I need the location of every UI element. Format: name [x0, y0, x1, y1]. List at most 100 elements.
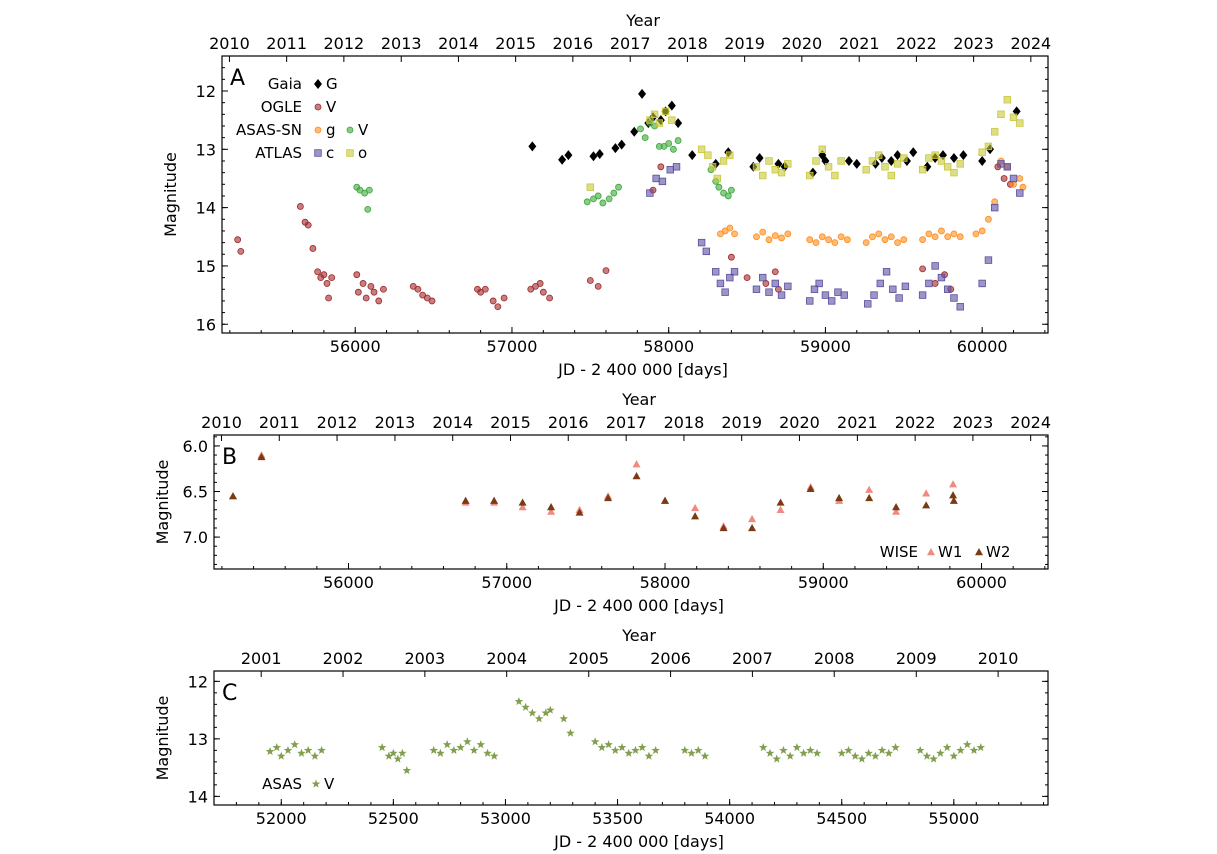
y-tick-label: 14 — [188, 787, 208, 806]
data-point — [895, 294, 903, 302]
year-tick-label: 2012 — [324, 34, 365, 53]
data-point — [852, 158, 861, 169]
data-point — [314, 268, 322, 276]
data-point — [599, 199, 607, 207]
data-point — [828, 297, 836, 305]
x-axis-label: JD - 2 400 000 [days] — [553, 832, 724, 851]
data-point — [375, 297, 383, 305]
year-tick-label: 2013 — [375, 413, 416, 432]
data-point — [586, 183, 595, 191]
data-point — [637, 125, 644, 133]
data-point — [666, 166, 674, 174]
data-point — [604, 493, 613, 502]
data-point — [546, 705, 555, 714]
data-point — [776, 505, 785, 513]
data-point — [367, 282, 375, 290]
y-tick-label: 6.0 — [183, 437, 208, 456]
data-point — [489, 297, 497, 305]
data-point — [594, 192, 602, 200]
data-point — [918, 166, 927, 174]
data-point — [303, 745, 313, 755]
legend-entry-label: W2 — [986, 543, 1010, 561]
year-tick-label: 2021 — [839, 34, 880, 53]
data-point — [724, 192, 732, 200]
legend: WISE W1 W2 — [880, 543, 1011, 561]
data-point — [518, 503, 527, 511]
year-tick-label: 2020 — [781, 34, 822, 53]
x-tick-label: 52500 — [368, 809, 419, 828]
x-tick-label: 53500 — [592, 809, 643, 828]
data-point — [547, 503, 556, 511]
x-tick-label: 53000 — [480, 809, 531, 828]
data-point — [806, 745, 815, 755]
data-point — [429, 745, 438, 755]
year-tick-label: 2018 — [667, 34, 708, 53]
legend-survey-label: ASAS — [262, 775, 302, 793]
data-point — [784, 230, 792, 238]
data-point — [850, 751, 860, 760]
data-point — [900, 236, 908, 244]
data-point — [875, 151, 883, 159]
data-point — [296, 203, 304, 210]
data-point — [844, 155, 853, 166]
data-point — [558, 154, 567, 165]
legend-entry-label: V — [326, 98, 337, 116]
panel-letter: B — [222, 445, 237, 470]
data-point — [611, 745, 620, 755]
data-point — [700, 751, 710, 760]
data-point — [806, 297, 814, 305]
data-point — [665, 140, 673, 147]
data-point — [776, 498, 785, 506]
data-point — [521, 702, 530, 711]
data-point — [748, 523, 757, 532]
data-point — [818, 233, 826, 241]
x-tick-label: 59000 — [800, 337, 851, 356]
data-point — [604, 740, 613, 749]
data-points — [234, 88, 1027, 311]
data-point — [831, 171, 839, 180]
data-point — [812, 157, 820, 165]
data-point — [398, 748, 407, 757]
data-point — [771, 232, 779, 240]
legend-survey-label: WISE — [880, 543, 918, 561]
legend-entry-label: g — [326, 121, 336, 139]
data-point — [1003, 163, 1011, 171]
x-tick-label: 56000 — [330, 337, 381, 356]
x-tick-label: 58000 — [640, 573, 691, 592]
data-point — [891, 742, 900, 752]
data-point — [997, 160, 1005, 168]
data-point — [547, 507, 556, 515]
data-point — [937, 157, 946, 165]
data-point — [615, 183, 622, 191]
data-point — [528, 141, 537, 152]
data-point — [759, 228, 767, 236]
y-tick-label: 12 — [188, 672, 208, 691]
data-point — [702, 247, 711, 256]
data-point — [476, 740, 486, 749]
data-point — [713, 174, 721, 183]
year-tick-label: 2021 — [837, 413, 878, 432]
data-point — [589, 151, 598, 162]
data-point — [943, 285, 952, 293]
panel-letter: C — [222, 681, 237, 706]
panel-a: 56000 57000 58000 59000 60000 2010 2011 2012 201… — [161, 11, 1051, 379]
data-points — [228, 451, 958, 532]
data-point — [362, 294, 370, 302]
data-point — [583, 198, 591, 206]
data-point — [651, 745, 660, 755]
data-point — [881, 163, 889, 171]
data-point — [652, 174, 660, 183]
data-point — [922, 501, 931, 509]
data-point — [893, 150, 902, 161]
data-point — [942, 742, 952, 752]
data-point — [436, 748, 445, 757]
data-point — [956, 303, 964, 311]
data-point — [632, 472, 641, 480]
year-tick-label: 2020 — [779, 413, 820, 432]
data-point — [726, 224, 734, 232]
data-point — [894, 239, 901, 247]
data-point — [359, 280, 367, 287]
data-point — [1016, 189, 1024, 197]
data-point — [489, 751, 499, 760]
